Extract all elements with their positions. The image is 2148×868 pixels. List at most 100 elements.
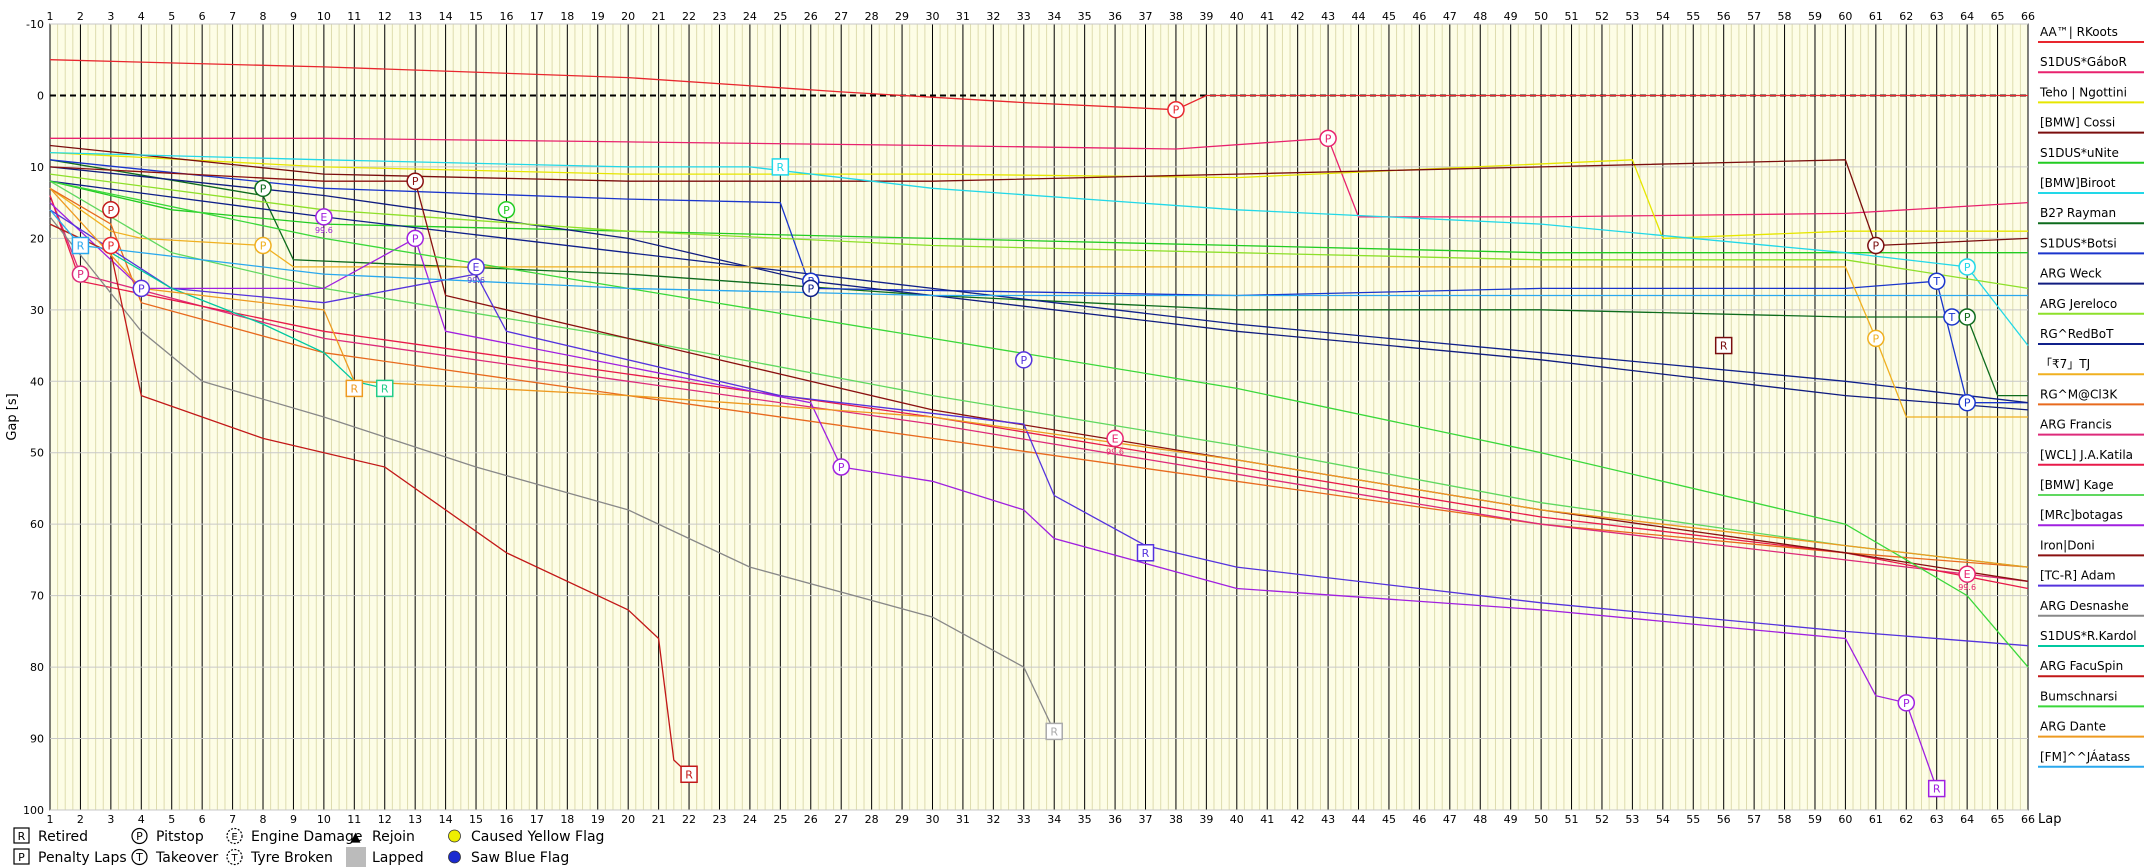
x-tick-label-top: 3 [107, 10, 114, 23]
marker-value: 99.6 [1106, 447, 1124, 456]
x-tick-label: 64 [1960, 813, 1974, 826]
x-tick-label-top: 5 [168, 10, 175, 23]
x-tick-label-top: 9 [290, 10, 297, 23]
x-tick-label-top: 27 [834, 10, 848, 23]
x-tick-label-top: 49 [1504, 10, 1518, 23]
x-tick-label-top: 50 [1534, 10, 1548, 23]
event-marker [1319, 129, 1337, 148]
x-tick-label: 45 [1382, 813, 1396, 826]
x-tick-label-top: 36 [1108, 10, 1122, 23]
x-tick-label: 28 [865, 813, 879, 826]
legend-entry-name: ARG Weck [2040, 267, 2102, 281]
legend-entry-name: ARG Dante [2040, 720, 2106, 734]
x-tick-label: 62 [1899, 813, 1913, 826]
key-gear-icon [226, 848, 243, 866]
series-line [49, 216, 1055, 732]
series-line [49, 151, 2029, 346]
x-tick-label: 14 [439, 813, 453, 826]
marker-value: 99.6 [1958, 583, 1976, 592]
series-line [49, 209, 2029, 647]
x-tick-label-top: 17 [530, 10, 544, 23]
x-tick-label-top: 2 [77, 10, 84, 23]
x-tick-label: 37 [1139, 813, 1153, 826]
x-tick-label: 20 [621, 813, 635, 826]
marker-letter: P [1964, 397, 1971, 410]
x-tick-label-top: 7 [229, 10, 236, 23]
x-tick-label: 7 [229, 813, 236, 826]
x-tick-label-top: 61 [1869, 10, 1883, 23]
x-tick-label-top: 47 [1443, 10, 1457, 23]
marker-letter: P [1964, 261, 1971, 274]
marker-letter: P [807, 282, 814, 295]
x-tick-label: 36 [1108, 813, 1122, 826]
x-tick-label-top: 63 [1930, 10, 1944, 23]
series-lines [49, 59, 2029, 789]
event-marker [1167, 100, 1185, 119]
key-label: Engine Damage [251, 829, 363, 845]
x-tick-label-top: 22 [682, 10, 696, 23]
key-rejoin-symbol: ▲ [351, 830, 361, 845]
x-tick-label: 39 [1199, 813, 1213, 826]
x-tick-label: 57 [1747, 813, 1761, 826]
event-marker [132, 279, 151, 298]
x-tick-label-top: 54 [1656, 10, 1670, 23]
legend-entry-name: RG^RedBoT [2040, 327, 2114, 341]
key-flag-dot [448, 850, 461, 864]
x-tick-label: 52 [1595, 813, 1609, 826]
x-tick-label-top: 65 [1991, 10, 2005, 23]
x-tick-label: 1 [47, 813, 54, 826]
x-tick-label: 9 [290, 813, 297, 826]
x-tick-label-top: 21 [652, 10, 666, 23]
marker-letter: P [77, 268, 84, 281]
x-tick-label: 35 [1078, 813, 1092, 826]
x-tick-label-top: 48 [1473, 10, 1487, 23]
event-marker [102, 236, 120, 255]
legend-entry-name: [WCL] J.A.Katila [2040, 448, 2133, 462]
series-line [49, 202, 1938, 789]
x-tick-label: 47 [1443, 813, 1457, 826]
retired-marker [1136, 544, 1155, 562]
x-tick-label-top: 26 [804, 10, 818, 23]
marker-letter: P [108, 204, 115, 217]
marker-letter: R [1933, 783, 1941, 796]
legend-entry-name: ARG Francis [2040, 418, 2112, 432]
x-tick-label-top: 6 [199, 10, 206, 23]
marker-letter: P [1325, 132, 1332, 145]
y-tick-label: 80 [30, 661, 44, 674]
x-tick-label: 33 [1017, 813, 1031, 826]
x-tick-label: 46 [1412, 813, 1426, 826]
legend-entry-name: [TC-R] Adam [2040, 569, 2116, 583]
marker-value: 99.6 [315, 226, 333, 235]
x-tick-label-top: 8 [260, 10, 267, 23]
x-tick-label-top: 43 [1321, 10, 1335, 23]
legend-entry-name: [BMW] Cossi [2040, 116, 2115, 130]
series-line [49, 180, 2029, 668]
legend-entry-name: Teho | Ngottini [2039, 85, 2127, 99]
marker-letter: T [1932, 275, 1940, 288]
x-tick-label-top: 44 [1352, 10, 1366, 23]
x-tick-label-top: 18 [560, 10, 574, 23]
x-tick-label-top: 62 [1899, 10, 1913, 23]
event-marker [832, 458, 850, 476]
x-tick-label: 18 [560, 813, 574, 826]
retired-marker [1045, 722, 1063, 741]
event-marker [406, 172, 424, 190]
event-marker [1958, 308, 1976, 326]
legend-entry-name: Iron|Doni [2040, 538, 2095, 552]
x-tick-label-top: 28 [865, 10, 879, 23]
x-tick-label: 29 [895, 813, 909, 826]
y-tick-label: 50 [30, 447, 44, 460]
x-tick-label: 13 [408, 813, 422, 826]
x-tick-label: 65 [1991, 813, 2005, 826]
x-tick-label: 2 [77, 813, 84, 826]
x-tick-label: 5 [168, 813, 175, 826]
event-markers: PPRPPPPE99.6PRPPPPE99.6PPPPTTPRPPRRPE99.… [71, 100, 1976, 798]
marker-letter: R [350, 382, 358, 395]
marker-letter: P [412, 175, 419, 188]
event-marker [102, 201, 120, 219]
series-line [49, 173, 2029, 290]
x-tick-label-top: 19 [591, 10, 605, 23]
x-tick-label-top: 35 [1078, 10, 1092, 23]
series-line [49, 223, 690, 775]
